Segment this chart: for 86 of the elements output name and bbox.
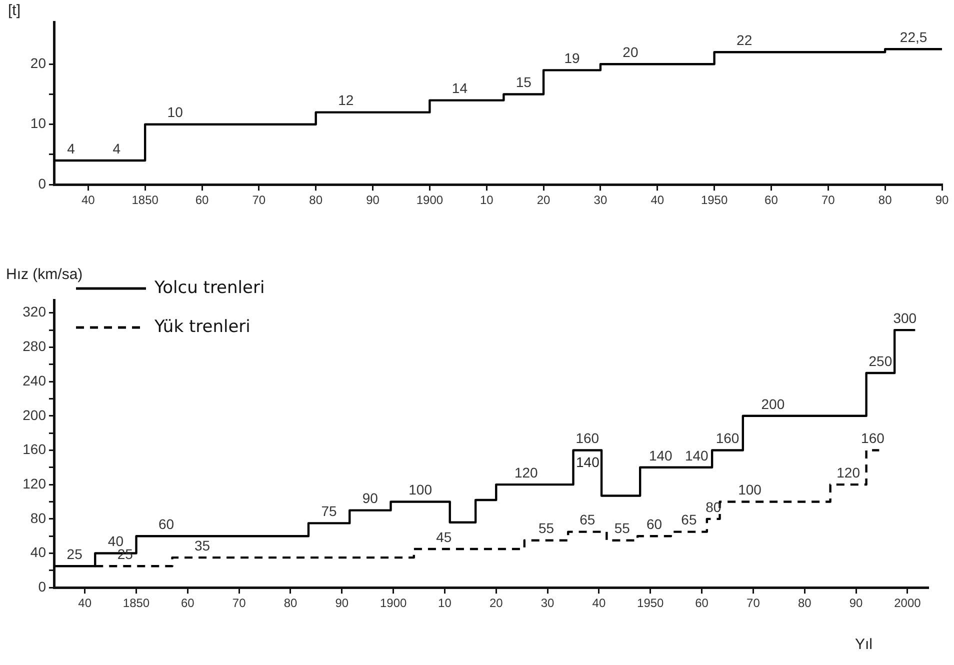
y-tick-label: 320 [22, 304, 46, 320]
y-axis-title: [t] [8, 2, 21, 19]
y-tick-label: 120 [22, 475, 46, 492]
x-tick-label: 40 [592, 596, 606, 610]
x-tick-label: 70 [252, 193, 266, 208]
data-label: 14 [452, 80, 468, 96]
y-tick-label: 0 [38, 578, 46, 594]
x-tick-label: 1900 [380, 596, 407, 610]
x-tick-label: 90 [935, 193, 949, 208]
x-tick-label: 60 [180, 596, 195, 610]
data-label: 40 [108, 533, 124, 550]
data-label: 160 [861, 430, 885, 446]
data-label: 120 [836, 464, 860, 480]
x-tick-label: 1950 [637, 596, 664, 610]
x-tick-label: 70 [746, 596, 760, 610]
data-label: 20 [622, 44, 638, 60]
annotation: 140 [576, 454, 600, 470]
data-label: 55 [614, 520, 630, 536]
data-label: 4 [112, 140, 121, 156]
data-label: 19 [564, 50, 580, 66]
y-tick-label: 20 [30, 55, 46, 72]
x-tick-label: 60 [764, 193, 778, 208]
x-tick-label: 40 [650, 193, 664, 208]
data-label: 300 [893, 310, 917, 326]
x-tick-label: 60 [695, 596, 709, 610]
data-label: 22,5 [900, 28, 928, 45]
x-tick-label: 20 [536, 193, 551, 208]
x-tick-label: 80 [284, 596, 298, 610]
y-tick-label: 160 [22, 441, 46, 458]
y-tick-label: 80 [30, 510, 46, 526]
y-tick-label: 280 [22, 338, 46, 354]
data-label: 160 [716, 430, 740, 446]
x-tick-label: 80 [798, 596, 812, 610]
x-tick-label: 10 [438, 596, 452, 610]
data-label: 200 [761, 396, 785, 412]
x-tick-label: 90 [366, 193, 380, 208]
x-tick-label: 2000 [894, 596, 922, 610]
x-tick-label: 30 [594, 193, 608, 208]
y-tick-label: 200 [22, 406, 46, 423]
x-tick-label: 1850 [132, 193, 159, 208]
data-label: 25 [66, 546, 83, 562]
legend-label: Yük trenleri [154, 316, 250, 337]
data-label: 90 [362, 490, 378, 506]
x-tick-label: 30 [540, 596, 555, 610]
data-label: 75 [321, 503, 338, 520]
data-label: 12 [338, 92, 354, 108]
y-tick-label: 40 [30, 544, 46, 560]
y-tick-label: 240 [22, 372, 46, 388]
data-label: 10 [167, 104, 184, 120]
y-axis-title: Hız (km/sa) [6, 266, 83, 283]
y-tick-label: 0 [38, 175, 46, 192]
x-tick-label: 90 [849, 596, 864, 610]
x-tick-label: 40 [81, 193, 96, 208]
data-label: 22 [736, 32, 752, 48]
data-label: 65 [580, 512, 596, 528]
data-label: 60 [158, 516, 174, 532]
x-tick-label: 90 [335, 596, 349, 610]
data-label: 35 [194, 537, 210, 554]
data-label: 4 [67, 140, 76, 156]
data-label: 140 [684, 447, 709, 464]
data-label: 100 [408, 482, 432, 498]
data-label: 55 [538, 520, 554, 536]
data-label: 80 [706, 498, 722, 515]
x-tick-label: 20 [489, 596, 504, 610]
x-tick-label: 80 [878, 193, 892, 208]
data-label: 45 [436, 528, 452, 545]
x-tick-label: 70 [821, 193, 836, 208]
data-label: 60 [646, 516, 662, 532]
data-label: 120 [514, 464, 538, 480]
data-label: 65 [681, 512, 697, 528]
y-tick-label: 10 [30, 115, 46, 132]
x-tick-label: 80 [309, 193, 323, 208]
x-tick-label: 10 [480, 193, 494, 208]
data-label: 100 [738, 482, 762, 498]
data-label: 250 [868, 352, 892, 369]
data-label: 15 [516, 74, 532, 90]
legend-label: Yolcu trenleri [154, 278, 265, 298]
x-tick-label: 1850 [122, 596, 150, 610]
x-tick-label: 1950 [700, 193, 728, 208]
x-tick-label: 70 [232, 596, 246, 610]
x-axis-title: Yıl [855, 636, 873, 653]
x-tick-label: 60 [195, 193, 209, 208]
data-label: 140 [648, 447, 673, 464]
x-tick-label: 40 [78, 596, 92, 610]
data-label: 160 [576, 430, 600, 446]
x-tick-label: 1900 [416, 193, 444, 208]
